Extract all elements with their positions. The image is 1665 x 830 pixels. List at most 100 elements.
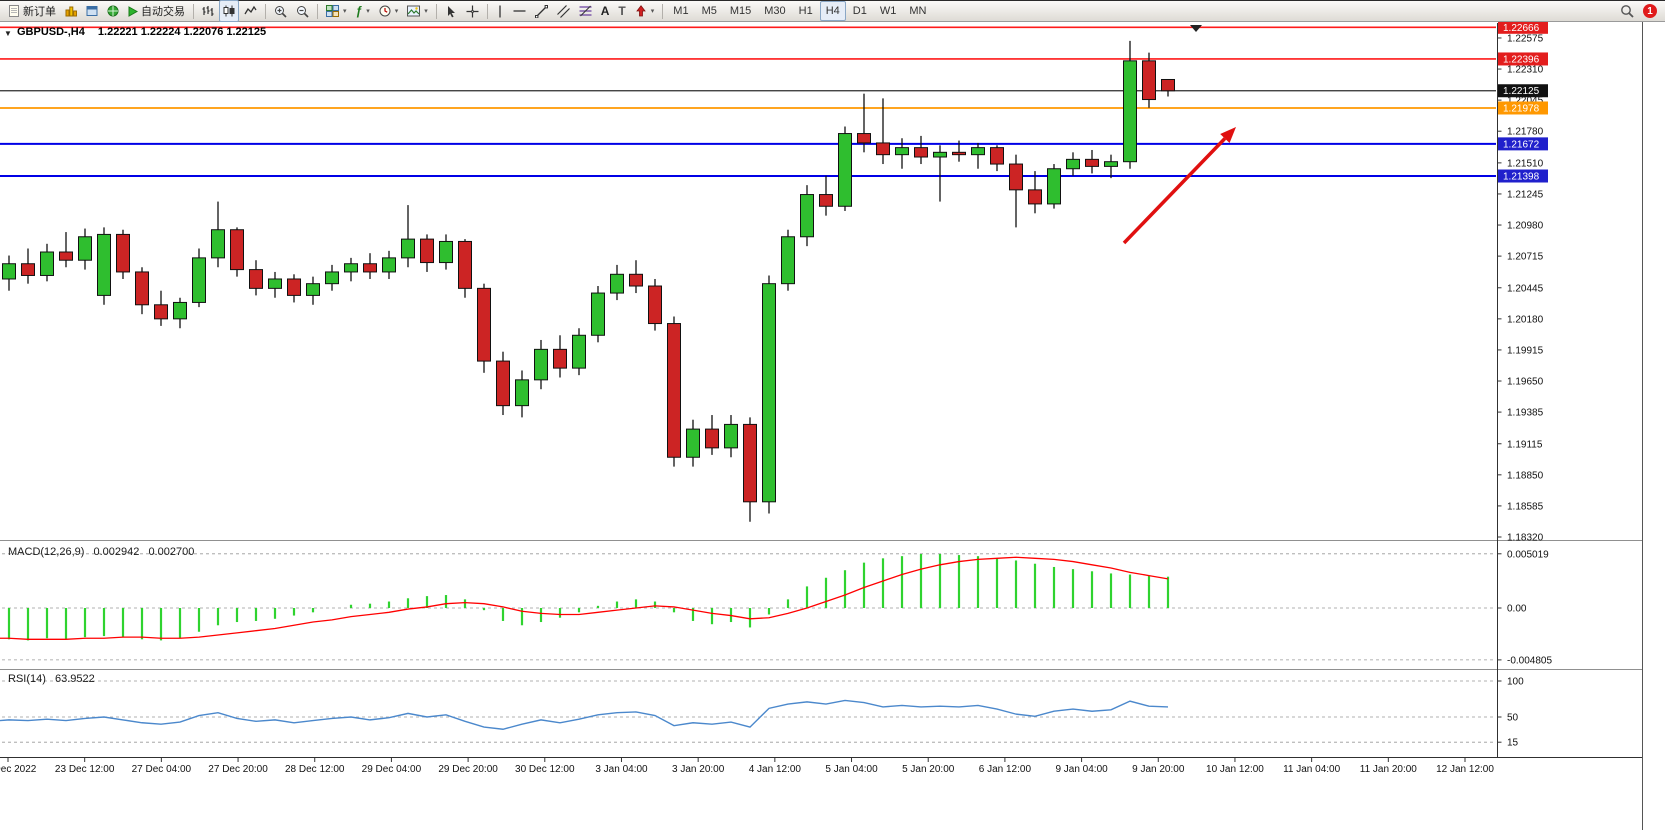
svg-text:1.21245: 1.21245: [1507, 189, 1544, 200]
candlesticks: [2, 40, 1175, 522]
svg-text:22 Dec 2022: 22 Dec 2022: [0, 764, 37, 775]
one-click-trading-toggle[interactable]: ▼: [4, 29, 12, 38]
macd-signal-value: 0.002700: [148, 546, 195, 558]
horizontal-line-tool-button[interactable]: [509, 0, 530, 22]
svg-text:1.18850: 1.18850: [1507, 470, 1544, 481]
rsi-line: [0, 699, 1169, 730]
clock-icon: [379, 5, 391, 17]
window-grid-icon: [86, 5, 98, 17]
svg-text:1.20980: 1.20980: [1507, 221, 1544, 232]
crosshair-icon: [466, 5, 479, 18]
globe-icon: [107, 5, 119, 17]
bar-chart-type-button[interactable]: [198, 0, 218, 22]
indicators-button[interactable]: ƒ ▾: [352, 0, 374, 22]
notification-badge[interactable]: 1: [1643, 4, 1657, 18]
svg-text:9 Jan 20:00: 9 Jan 20:00: [1132, 764, 1185, 775]
macd-indicator-label: MACD(12,26,9) 0.002942 0.002700: [8, 546, 200, 558]
trend-arrow[interactable]: [1122, 127, 1236, 245]
tf-button-h4[interactable]: H4: [819, 1, 846, 21]
horizontal-level-lines[interactable]: [0, 26, 1496, 178]
candlestick-chart-type-button[interactable]: [219, 0, 239, 22]
cursor-tool-button[interactable]: [441, 0, 461, 22]
svg-text:29 Dec 04:00: 29 Dec 04:00: [362, 764, 422, 775]
rsi-value: 63.9522: [54, 673, 95, 685]
svg-text:4 Jan 12:00: 4 Jan 12:00: [749, 764, 802, 775]
charts-button[interactable]: [61, 0, 81, 22]
price-badge: [1498, 169, 1548, 183]
svg-text:1.21978: 1.21978: [1503, 103, 1540, 114]
text-tool-button[interactable]: A: [597, 0, 614, 22]
community-button[interactable]: [103, 0, 123, 22]
svg-text:15: 15: [1507, 738, 1519, 749]
chart-shift-marker[interactable]: [1190, 25, 1202, 32]
templates-button[interactable]: ▾: [403, 0, 432, 22]
svg-text:30 Dec 12:00: 30 Dec 12:00: [515, 764, 575, 775]
svg-text:27 Dec 20:00: 27 Dec 20:00: [208, 764, 268, 775]
svg-text:1.20180: 1.20180: [1507, 314, 1544, 325]
svg-text:3 Jan 04:00: 3 Jan 04:00: [595, 764, 648, 775]
vertical-line-tool-button[interactable]: [492, 0, 508, 22]
tf-button-m1[interactable]: M1: [673, 5, 689, 17]
label-tool-button[interactable]: T: [614, 0, 629, 22]
svg-text:1.21510: 1.21510: [1507, 158, 1544, 169]
svg-text:0.005019: 0.005019: [1507, 549, 1549, 560]
new-order-button[interactable]: 新订单: [4, 0, 60, 22]
tf-button-m5[interactable]: M5: [701, 5, 717, 17]
indicators-fx-icon: ƒ: [355, 4, 363, 18]
crosshair-tool-button[interactable]: [462, 0, 483, 22]
chart-canvas[interactable]: 1.22575 1.22310 1.22045 1.21780 1.21510 1.212…: [0, 22, 1665, 830]
tf-button-m15[interactable]: M15: [729, 5, 752, 17]
price-badge: [1498, 52, 1548, 66]
svg-text:6 Jan 12:00: 6 Jan 12:00: [979, 764, 1032, 775]
svg-text:28 Dec 12:00: 28 Dec 12:00: [285, 764, 345, 775]
text-tool-icon: A: [600, 4, 610, 18]
template-image-icon: [407, 5, 421, 17]
svg-text:1.22666: 1.22666: [1503, 23, 1540, 34]
chevron-down-icon: ▾: [394, 8, 399, 15]
periods-button[interactable]: ▾: [375, 0, 403, 22]
rsi-panel: 100 50 15: [0, 677, 1524, 749]
svg-text:1.22045: 1.22045: [1507, 96, 1544, 107]
tile-windows-icon: [326, 5, 339, 17]
auto-trading-label: 自动交易: [141, 6, 185, 18]
market-watch-button[interactable]: [82, 0, 102, 22]
tf-button-mn[interactable]: MN: [909, 5, 927, 17]
price-axis: 1.22575 1.22310 1.22045 1.21780 1.21510 1.212…: [1497, 22, 1548, 544]
cursor-arrow-icon: [445, 5, 457, 18]
horizontal-line-icon: [513, 7, 526, 15]
rsi-indicator-label: RSI(14) 63.9522: [8, 673, 101, 685]
line-chart-type-button[interactable]: [240, 0, 261, 22]
tf-button-w1[interactable]: W1: [879, 5, 897, 17]
arrows-tool-button[interactable]: ▾: [631, 0, 659, 22]
fibonacci-tool-button[interactable]: [575, 0, 596, 22]
svg-text:1.22310: 1.22310: [1507, 65, 1544, 76]
tf-button-m30[interactable]: M30: [764, 5, 786, 17]
search-button[interactable]: [1616, 0, 1638, 22]
tf-button-h1[interactable]: H1: [798, 5, 813, 17]
new-order-icon: [8, 5, 20, 17]
zoom-in-button[interactable]: [270, 0, 291, 22]
auto-trading-button[interactable]: 自动交易: [124, 0, 189, 22]
svg-text:1.22125: 1.22125: [1503, 86, 1540, 97]
tile-windows-button[interactable]: ▾: [322, 0, 351, 22]
svg-text:-0.004805: -0.004805: [1507, 655, 1552, 666]
trendline-tool-button[interactable]: [531, 0, 552, 22]
zoom-out-button[interactable]: [292, 0, 313, 22]
chevron-down-icon: ▾: [424, 8, 428, 15]
line-chart-icon: [244, 5, 257, 17]
svg-text:12 Jan 12:00: 12 Jan 12:00: [1436, 764, 1494, 775]
macd-signal-line: [0, 556, 1169, 640]
svg-text:0.00: 0.00: [1507, 604, 1527, 615]
arrow-shape-icon: [635, 5, 647, 17]
toolbar-separator: [662, 3, 664, 19]
price-badge: [1498, 137, 1548, 151]
toolbar-separator: [265, 3, 266, 19]
ohlc-values: 1.22221 1.22224 1.22076 1.22125: [97, 26, 267, 38]
channel-tool-button[interactable]: [553, 0, 574, 22]
tf-button-d1[interactable]: D1: [852, 5, 867, 17]
svg-text:1.19915: 1.19915: [1507, 345, 1544, 356]
chevron-down-icon: ▾: [650, 8, 655, 15]
svg-text:1.22575: 1.22575: [1507, 33, 1544, 44]
macd-value: 0.002942: [93, 546, 140, 558]
svg-text:29 Dec 20:00: 29 Dec 20:00: [438, 764, 498, 775]
